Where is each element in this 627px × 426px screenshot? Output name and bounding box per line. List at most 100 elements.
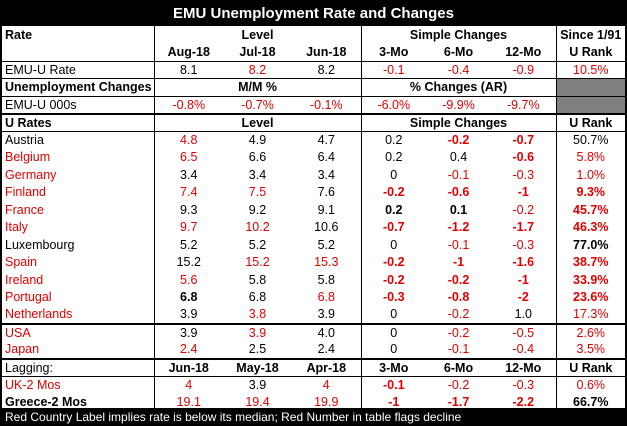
change-value: 0.2 (360, 130, 427, 149)
footer-note: Red Country Label implies rate is below … (2, 408, 625, 424)
change-value: -0.3 (512, 237, 535, 252)
level-value: 9.2 (248, 202, 267, 217)
change-value: -0.2 (426, 375, 492, 394)
level-value: 6.5 (153, 148, 223, 166)
mm-value: -0.1% (292, 95, 362, 114)
level-value: 3.9 (317, 307, 335, 322)
change-value: -0.2 (512, 202, 535, 217)
change-value: 0 (360, 322, 427, 341)
table-row: Belgium 6.5 6.6 6.4 0.2 0.4 -0.6 5.8% (2, 148, 625, 166)
change-value: 0 (360, 236, 427, 254)
change-value: -0.1 (447, 167, 470, 182)
rank-value: 45.7% (555, 201, 625, 219)
table-row: Japan 2.4 2.5 2.4 0 -0.1 -0.4 3.5% (2, 341, 625, 359)
change-value: -1 (517, 272, 529, 287)
change-value: -1 (452, 255, 465, 270)
country-label: Italy (5, 220, 28, 235)
country-label: Netherlands (5, 307, 73, 322)
level-value: 9.7 (153, 218, 223, 236)
level-value: 6.8 (153, 288, 223, 306)
level-header: Level (153, 26, 362, 44)
month-header: Aug-18 (153, 43, 223, 61)
emu-rate-label: EMU-U Rate (2, 60, 154, 79)
rank-value: 77.0% (555, 236, 625, 254)
level-value: 19.4 (245, 395, 270, 410)
rank-value: 46.3% (555, 218, 625, 236)
change-value: -0.4 (426, 60, 492, 79)
change-value: 0 (360, 306, 427, 324)
level-value: 6.6 (248, 150, 267, 165)
simple-changes-header: Simple Changes (360, 112, 557, 131)
emu-rate-row: EMU-U Rate 8.1 8.2 8.2 -0.1 -0.4 -0.9 10… (2, 60, 625, 79)
level-value: 8.2 (223, 60, 292, 79)
level-value: 4.7 (292, 130, 362, 149)
simple-changes-header: Simple Changes (360, 26, 557, 44)
unemployment-changes-header: Unemployment Changes M/M % % Changes (AR… (2, 78, 625, 96)
change-header: 3-Mo (360, 43, 427, 61)
change-value: 1.0 (514, 307, 532, 322)
level-value: 4.9 (223, 130, 292, 149)
table-row: Netherlands 3.9 3.8 3.9 0 -0.2 1.0 17.3% (2, 306, 625, 324)
country-label: Belgium (5, 150, 51, 165)
change-value: -1.2 (447, 220, 470, 235)
change-value: -0.2 (447, 307, 470, 322)
since-header: Since 1/91 (555, 26, 625, 44)
country-label: Ireland (5, 272, 44, 287)
level-value: 3.4 (153, 166, 223, 184)
pct-changes-header: % Changes (AR) (360, 78, 557, 96)
change-header: 6-Mo (443, 45, 474, 59)
rank-value: 9.3% (555, 183, 625, 201)
level-value: 5.8 (248, 272, 267, 287)
change-value: -2 (517, 290, 529, 305)
rank-value: 10.5% (555, 60, 625, 79)
table-row: USA 3.9 3.9 4.0 0 -0.2 -0.5 2.6% (2, 322, 625, 341)
change-value: -0.1 (360, 375, 427, 394)
level-value: 3.9 (223, 375, 292, 394)
level-value: 3.4 (248, 167, 267, 182)
lagging-label: Lagging: (2, 357, 154, 376)
u-rates-header-row: U Rates Level Simple Changes U Rank (2, 112, 625, 131)
table-row: Greece-2 Mos 19.1 19.4 19.9 -1 -1.7 -2.2 66.7% (2, 393, 625, 411)
level-value: 7.4 (153, 183, 223, 201)
change-value: -0.2 (360, 253, 427, 271)
country-label: Spain (5, 255, 37, 270)
change-value: -0.4 (512, 342, 535, 357)
mm-value: -0.8% (153, 95, 223, 114)
change-value: -1.7 (512, 220, 535, 235)
change-value: -0.5 (491, 322, 557, 341)
change-value: -0.9 (491, 60, 557, 79)
table-row: Luxembourg 5.2 5.2 5.2 0 -0.1 -0.3 77.0% (2, 236, 625, 254)
table-row: Portugal 6.8 6.8 6.8 -0.3 -0.8 -2 23.6% (2, 288, 625, 306)
header-row-1: Rate Level Simple Changes Since 1/91 (2, 26, 625, 44)
table-row: Spain 15.2 15.2 15.3 -0.2 -1 -1.6 38.7% (2, 253, 625, 271)
country-label: Austria (2, 130, 154, 149)
level-value: 8.2 (292, 60, 362, 79)
month-header: Jul-18 (239, 45, 276, 59)
level-value: 4.8 (153, 130, 223, 149)
change-value: -0.1 (447, 342, 470, 357)
level-value: 15.2 (245, 255, 270, 270)
level-value: 15.3 (314, 255, 339, 270)
header-row-2: Aug-18 Jul-18 Jun-18 3-Mo 6-Mo 12-Mo U R… (2, 43, 625, 61)
level-value: 5.6 (153, 271, 223, 289)
rank-header: U Rank (555, 112, 625, 131)
month-header: Jun-18 (306, 45, 347, 59)
level-value: 7.5 (248, 185, 267, 200)
rank-value: 66.7% (555, 393, 625, 411)
country-label: Greece-2 Mos (5, 395, 87, 410)
level-value: 19.9 (314, 395, 339, 410)
table-row: UK-2 Mos 4 3.9 4 -0.1 -0.2 -0.3 0.6% (2, 375, 625, 394)
change-value: 0 (360, 341, 427, 359)
change-value: -0.2 (360, 183, 427, 201)
rank-header: U Rank (555, 357, 625, 376)
rank-header: U Rank (555, 43, 625, 61)
table-row: Italy 9.7 10.2 10.6 -0.7 -1.2 -1.7 46.3% (2, 218, 625, 236)
level-value: 15.2 (153, 253, 223, 271)
country-label: Luxembourg (5, 237, 75, 252)
emu-000s-row: EMU-U 000s -0.8% -0.7% -0.1% -6.0% -9.9%… (2, 95, 625, 114)
change-header: 12-Mo (491, 357, 557, 376)
rate-label: Rate (5, 27, 33, 42)
level-header: Level (153, 112, 362, 131)
rank-value: 17.3% (555, 306, 625, 324)
